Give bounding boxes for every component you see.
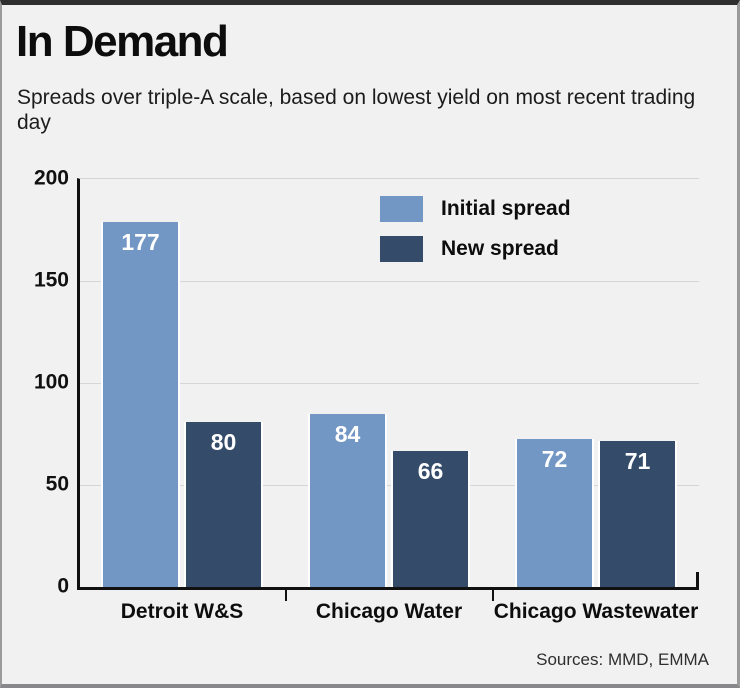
legend-swatch-initial-spread [380,196,423,222]
x-axis-endcap [696,572,699,587]
y-axis-tick-label: 150 [33,268,69,292]
bar-value-label: 71 [624,448,651,474]
bar-value-label: 84 [334,421,361,447]
bar-value-label: 80 [210,429,237,455]
gridline [80,281,699,282]
legend: Initial spread New spread [380,196,571,276]
x-axis-category-label: Detroit W&S [120,600,244,623]
legend-row: Initial spread [380,196,571,222]
legend-row: New spread [380,236,571,262]
x-axis-category-label: Chicago Wastewater [493,600,699,623]
bar-initial-spread: 177 [101,222,180,587]
x-axis-separator-tick [285,590,287,601]
gridline [80,485,699,486]
bar-value-label: 66 [417,458,444,484]
legend-label: Initial spread [441,197,571,220]
bar-new-spread: 66 [391,451,470,587]
x-axis-separator-tick [492,590,494,601]
page-title: In Demand [16,17,229,66]
bar-new-spread: 71 [598,441,677,587]
bar-new-spread: 80 [184,422,263,587]
legend-swatch-new-spread [380,236,423,262]
bar-initial-spread: 72 [515,439,594,587]
chart-subtitle: Spreads over triple-A scale, based on lo… [17,86,696,134]
bar-value-label: 177 [121,229,160,255]
y-axis-tick-label: 0 [57,574,69,598]
source-credit: Sources: MMD, EMMA [536,650,709,669]
bar-initial-spread: 84 [308,414,387,587]
y-axis-tick-label: 50 [45,472,69,496]
y-axis-tick-label: 200 [33,166,69,190]
plot-area: Initial spread New spread 0 50 100 150 200 177… [34,167,699,623]
x-axis-category-label: Chicago Water [315,600,463,623]
gridline [80,383,699,384]
legend-label: New spread [441,237,559,260]
y-axis-tick-label: 100 [33,370,69,394]
bar-value-label: 72 [541,446,568,472]
